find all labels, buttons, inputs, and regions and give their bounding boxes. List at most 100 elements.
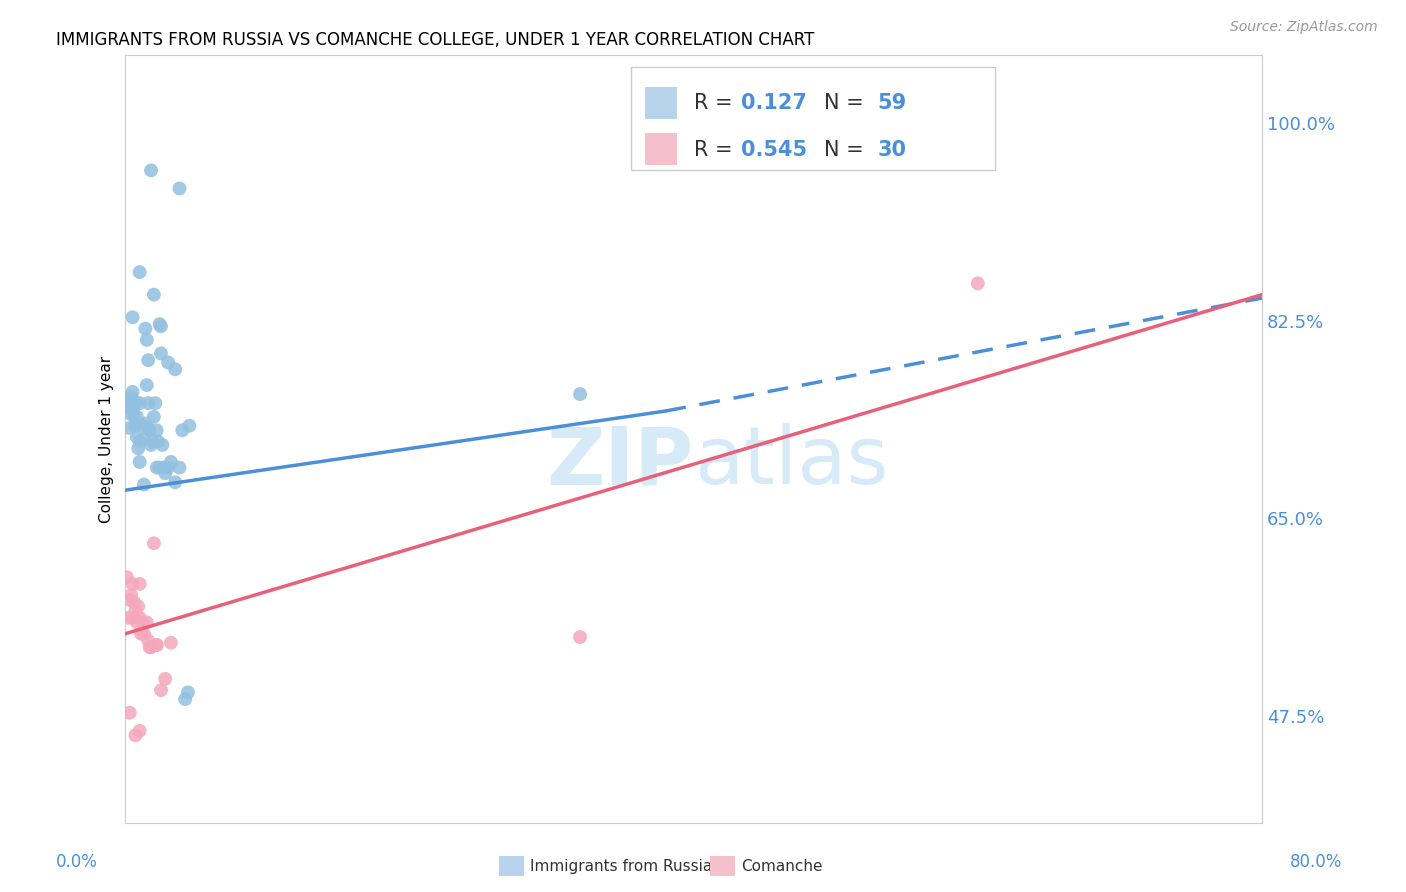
Point xyxy=(121,401,143,415)
Point xyxy=(174,692,197,706)
Point xyxy=(120,588,142,602)
Point xyxy=(569,387,592,401)
Point xyxy=(155,672,177,686)
Point xyxy=(128,455,150,469)
Point xyxy=(146,434,169,449)
Point xyxy=(132,626,155,640)
Point xyxy=(128,723,150,738)
Point xyxy=(569,630,592,644)
Point xyxy=(145,460,167,475)
Text: R =: R = xyxy=(693,140,740,160)
Point xyxy=(125,430,148,444)
Point xyxy=(136,421,159,435)
Text: ZIP: ZIP xyxy=(547,424,693,501)
Point xyxy=(165,475,187,490)
Point xyxy=(179,418,201,433)
Point xyxy=(139,640,162,655)
Point xyxy=(135,333,157,347)
Point xyxy=(143,396,166,410)
Point xyxy=(142,536,165,550)
Point xyxy=(169,181,191,195)
Point xyxy=(148,317,170,331)
Point xyxy=(177,685,200,699)
Point xyxy=(121,310,143,325)
Text: 80.0%: 80.0% xyxy=(1291,853,1343,871)
Point xyxy=(131,615,153,630)
Text: R =: R = xyxy=(693,93,740,112)
Point xyxy=(139,438,162,452)
Point xyxy=(160,636,183,650)
Point xyxy=(165,362,187,376)
Text: 30: 30 xyxy=(877,140,907,160)
Point xyxy=(142,287,165,301)
Point xyxy=(160,455,183,469)
Point xyxy=(169,460,191,475)
Point xyxy=(138,423,160,437)
Point xyxy=(132,433,155,447)
Point xyxy=(134,417,156,431)
Point xyxy=(124,728,146,742)
Point xyxy=(125,615,148,630)
Point xyxy=(128,577,150,591)
Text: 0.545: 0.545 xyxy=(741,140,807,160)
Point xyxy=(153,460,176,475)
Point xyxy=(128,434,150,449)
Point xyxy=(136,633,159,648)
Y-axis label: College, Under 1 year: College, Under 1 year xyxy=(100,356,114,523)
Point xyxy=(124,418,146,433)
Text: Immigrants from Russia: Immigrants from Russia xyxy=(530,859,713,873)
Point xyxy=(122,408,145,422)
Point xyxy=(157,355,180,369)
Text: N =: N = xyxy=(824,140,870,160)
Point xyxy=(128,396,150,410)
Point xyxy=(131,418,153,433)
Point xyxy=(117,611,139,625)
Text: 59: 59 xyxy=(877,93,907,112)
Point xyxy=(127,442,149,456)
FancyBboxPatch shape xyxy=(631,67,995,170)
Point xyxy=(117,398,139,412)
Point xyxy=(152,438,174,452)
Point xyxy=(122,595,145,609)
Point xyxy=(129,626,152,640)
Bar xyxy=(645,87,676,119)
Point xyxy=(141,434,163,449)
Point xyxy=(118,421,141,435)
Point xyxy=(121,577,143,591)
Text: N =: N = xyxy=(824,93,870,112)
Bar xyxy=(645,133,676,165)
Point xyxy=(127,599,149,614)
Point xyxy=(120,389,142,403)
Point xyxy=(966,277,988,291)
Point xyxy=(134,321,156,335)
Text: 0.127: 0.127 xyxy=(741,93,807,112)
Point xyxy=(121,611,143,625)
Text: 0.0%: 0.0% xyxy=(56,853,98,871)
Point xyxy=(155,467,177,481)
Point xyxy=(120,408,142,422)
Text: atlas: atlas xyxy=(693,424,889,501)
Point xyxy=(115,392,138,407)
Point xyxy=(121,384,143,399)
Text: IMMIGRANTS FROM RUSSIA VS COMANCHE COLLEGE, UNDER 1 YEAR CORRELATION CHART: IMMIGRANTS FROM RUSSIA VS COMANCHE COLLE… xyxy=(56,31,814,49)
Point xyxy=(125,409,148,424)
Point xyxy=(139,163,162,178)
Point xyxy=(124,396,146,410)
Point xyxy=(142,409,165,424)
Point xyxy=(149,683,172,698)
Point xyxy=(136,396,159,410)
Point xyxy=(128,265,150,279)
Point xyxy=(115,570,138,584)
Point xyxy=(149,346,172,360)
Point xyxy=(118,401,141,415)
Point xyxy=(135,615,157,630)
Point xyxy=(118,592,141,607)
Point xyxy=(172,423,194,437)
Point xyxy=(145,423,167,437)
Text: Comanche: Comanche xyxy=(741,859,823,873)
Point xyxy=(148,460,170,475)
Point xyxy=(118,706,141,720)
Point xyxy=(124,604,146,618)
Point xyxy=(132,477,155,491)
Point xyxy=(145,638,167,652)
